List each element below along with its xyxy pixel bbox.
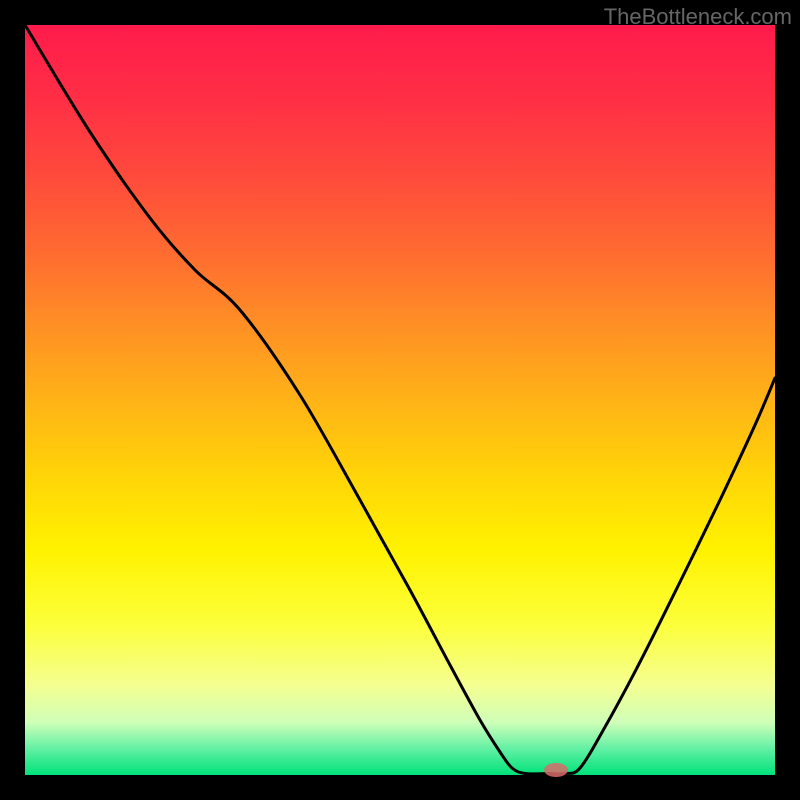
bottleneck-chart — [0, 0, 800, 800]
watermark-text: TheBottleneck.com — [604, 4, 792, 30]
optimal-marker — [544, 763, 568, 777]
chart-frame: TheBottleneck.com — [0, 0, 800, 800]
plot-background — [25, 25, 775, 775]
